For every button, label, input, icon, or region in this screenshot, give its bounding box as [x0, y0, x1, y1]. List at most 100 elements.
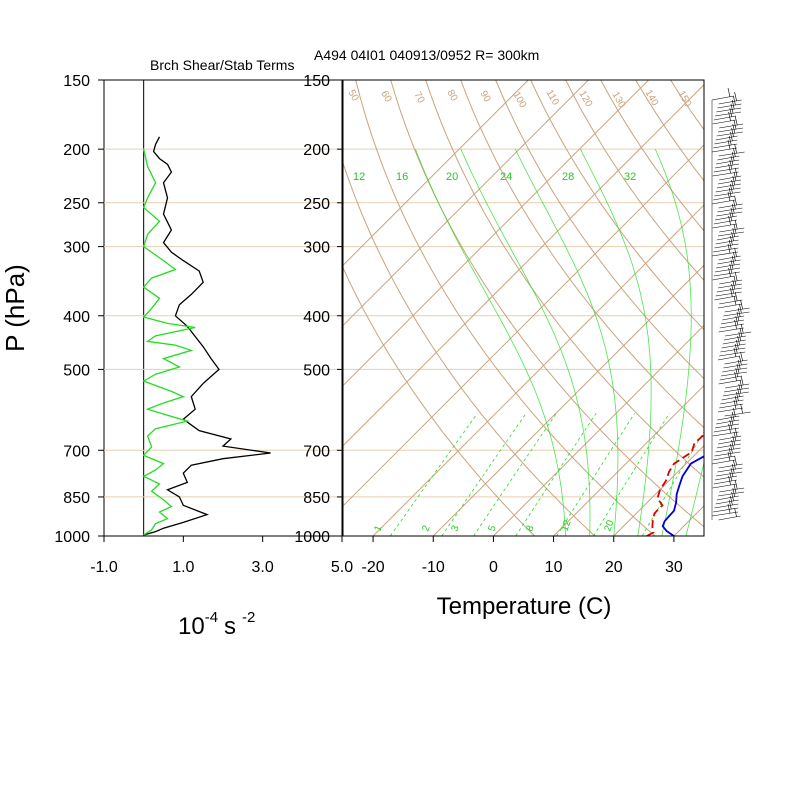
wind-barb	[714, 259, 741, 273]
skewt-frame	[342, 79, 705, 537]
wind-barb	[719, 271, 743, 285]
skewt-y-tick-label: 250	[303, 196, 330, 213]
wind-barb	[724, 351, 748, 365]
stability-term-line	[142, 148, 196, 536]
shear-term-line	[143, 136, 271, 536]
wind-barb	[713, 447, 736, 461]
skewt-y-tick-label: 150	[303, 73, 330, 90]
mixing-ratio-line	[441, 412, 527, 536]
wind-barb	[717, 483, 745, 497]
moist-adiabat	[685, 461, 704, 536]
mixing-ratio-label: 8	[524, 524, 536, 533]
isotherm	[613, 445, 704, 536]
skewt-x-tick-label: 10	[545, 559, 563, 576]
mixing-ratio-line	[556, 412, 636, 536]
dry-adiabat-label: 50	[345, 88, 360, 104]
wind-barb	[720, 339, 746, 353]
wind-barb	[717, 295, 743, 309]
wind-barb	[714, 131, 738, 145]
wind-barb	[717, 147, 740, 161]
wind-barb	[713, 187, 736, 201]
wind-barb	[722, 359, 748, 373]
dry-adiabat	[776, 80, 800, 536]
moist-adiabat-label: 24	[500, 171, 512, 183]
wind-barb	[723, 379, 750, 393]
wind-barb	[718, 91, 742, 105]
wind-barb	[716, 487, 739, 501]
wind-barb	[714, 443, 741, 457]
left-x-tick-label: 3.0	[252, 559, 274, 576]
wind-barb	[717, 459, 743, 473]
moist-adiabat-label: 28	[562, 171, 574, 183]
wind-barb	[715, 127, 738, 141]
moist-adiabat-label: 20	[446, 171, 458, 183]
left-y-tick-label: 200	[63, 142, 90, 159]
wind-barb	[712, 267, 735, 281]
left-panel-title: Brch Shear/Stab Terms	[150, 57, 294, 73]
isotherm	[493, 324, 704, 536]
moist-adiabat-label: 12	[353, 171, 365, 183]
skewt-x-tick-label: -20	[362, 559, 385, 576]
dry-adiabat	[343, 161, 596, 536]
wind-barb	[712, 111, 736, 125]
isotherm	[343, 80, 589, 327]
wind-barb	[718, 455, 743, 469]
wind-barb	[713, 499, 739, 513]
dewpoint-line	[646, 433, 704, 536]
wind-barb	[715, 179, 741, 193]
dry-adiabat	[565, 80, 704, 282]
dry-adiabat	[390, 80, 704, 528]
wind-barb	[716, 279, 742, 293]
dry-adiabat	[635, 80, 704, 182]
wind-barb	[724, 403, 751, 417]
wind-barb	[713, 159, 739, 173]
wind-barb	[720, 363, 748, 377]
left-x-tick-label: 5.0	[331, 559, 353, 576]
wind-barb	[714, 415, 740, 429]
dry-adiabat	[355, 80, 656, 536]
isotherm	[372, 204, 704, 536]
wind-barb	[711, 451, 736, 465]
left-y-axis-label: P (hPa)	[0, 264, 30, 352]
isotherm	[343, 84, 704, 447]
wind-barb	[724, 299, 750, 313]
wind-barb	[711, 191, 736, 205]
left-x-tick-label: -1.0	[90, 559, 118, 576]
wind-barb	[717, 251, 741, 265]
moist-adiabat-label: 16	[396, 171, 408, 183]
left-y-tick-label: 400	[63, 309, 90, 326]
wind-barb	[714, 155, 740, 169]
skewt-x-tick-label: -10	[422, 559, 445, 576]
left-y-tick-label: 850	[63, 490, 90, 507]
wind-barb	[714, 287, 737, 301]
left-y-tick-label: 250	[63, 196, 90, 213]
wind-barb	[712, 475, 737, 489]
moist-adiabat	[415, 148, 566, 536]
wind-barb	[723, 355, 748, 369]
wind-barb	[719, 427, 742, 441]
skewt-y-tick-label: 400	[303, 309, 330, 326]
dry-adiabat-label: 100	[510, 90, 528, 110]
wind-barb	[719, 291, 743, 305]
wind-barb	[713, 239, 739, 253]
wind-barbs	[711, 87, 752, 521]
mixing-ratio-line	[515, 412, 597, 536]
skewt-y-tick-label: 700	[303, 443, 330, 460]
wind-barb	[714, 467, 738, 481]
wind-barb	[725, 375, 750, 389]
wind-barb	[722, 307, 745, 321]
wind-barb	[716, 123, 743, 137]
wind-barb	[714, 183, 741, 197]
skewt-y-tick-label: 1000	[294, 529, 330, 546]
dry-adiabat-label: 60	[378, 89, 393, 105]
wind-barb	[716, 203, 743, 217]
skewt-x-tick-label: 0	[489, 559, 498, 576]
dry-adiabat-label: 110	[543, 88, 561, 108]
wind-barb	[721, 335, 746, 349]
moist-adiabat	[654, 148, 692, 536]
wind-barb	[717, 431, 742, 445]
wind-barb	[717, 407, 740, 421]
mixing-ratio-line	[390, 412, 478, 536]
mixing-ratio-label: 12	[559, 518, 573, 533]
